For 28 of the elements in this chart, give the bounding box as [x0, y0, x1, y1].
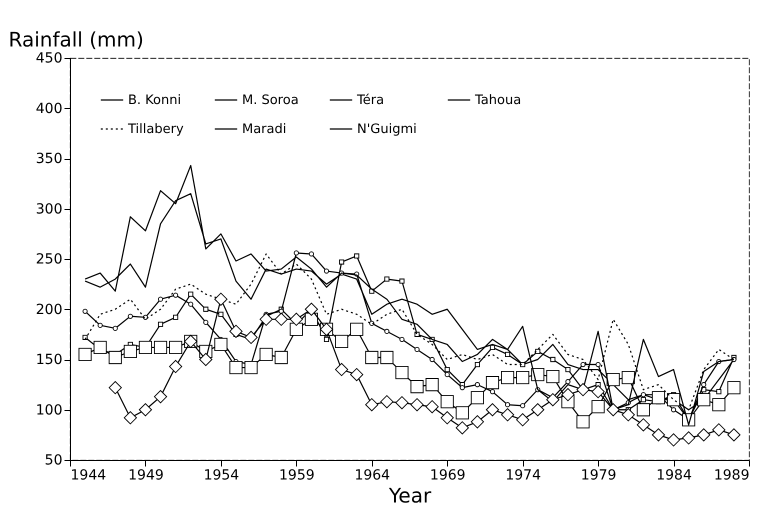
y-tick-label: 250: [36, 252, 62, 268]
y-tick-label: 150: [36, 352, 62, 368]
legend-label: B. Konni: [128, 93, 182, 108]
x-tick-label: 1984: [656, 468, 692, 484]
y-tick-label: 50: [44, 452, 62, 468]
x-tick-label: 1949: [128, 468, 164, 484]
x-tick-label: 1959: [279, 468, 315, 484]
x-tick-label: 1964: [354, 468, 390, 484]
x-tick-label: 1969: [430, 468, 466, 484]
legend-label: Tillabery: [127, 122, 184, 137]
x-axis-title: Year: [388, 484, 432, 508]
legend-label: M. Soroa: [242, 93, 299, 108]
legend-label: N'Guigmi: [357, 122, 417, 137]
x-tick-label: 1944: [70, 468, 106, 484]
x-tick-label: 1954: [204, 468, 240, 484]
legend-label: Maradi: [242, 122, 286, 137]
x-tick-label: 1979: [580, 468, 616, 484]
legend-label: Tahoua: [474, 93, 522, 108]
legend-label: Téra: [356, 93, 384, 108]
y-tick-label: 300: [36, 201, 62, 218]
y-tick-label: 350: [36, 151, 62, 167]
y-tick-label: 400: [36, 100, 62, 117]
x-tick-label: 1974: [505, 468, 542, 484]
y-axis-title: Rainfall (mm): [8, 28, 144, 52]
y-tick-label: 450: [36, 50, 62, 66]
y-tick-label: 200: [36, 302, 62, 318]
y-tick-label: 100: [36, 402, 62, 418]
x-tick-label: 1989: [714, 468, 750, 484]
